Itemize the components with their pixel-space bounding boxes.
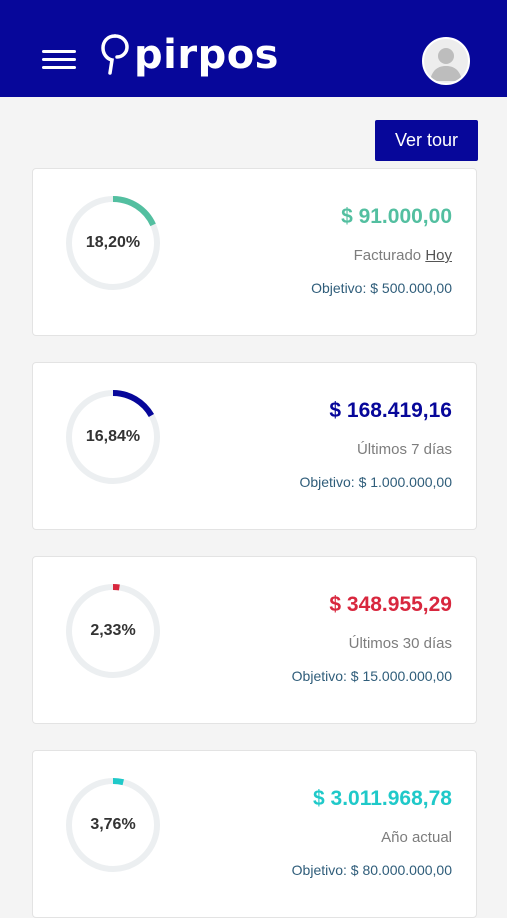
avatar-silhouette — [430, 48, 462, 81]
ver-tour-button[interactable]: Ver tour — [375, 120, 478, 161]
period-label: Año actual — [381, 829, 452, 846]
period-label: Últimos 30 días — [348, 635, 452, 652]
period-label: Últimos 7 días — [356, 441, 452, 458]
amount-value: $ 168.419,16 — [329, 399, 452, 422]
goal-label: Objetivo: $ 80.000.000,00 — [291, 862, 452, 878]
period-label: Facturado Hoy — [354, 247, 452, 264]
stat-card-today: 18,20% $ 91.000,00 Facturado Hoy Objetiv… — [32, 168, 477, 336]
amount-value: $ 3.011.968,78 — [313, 787, 452, 810]
period-link-hoy[interactable]: Hoy — [425, 247, 452, 264]
menu-line — [42, 66, 76, 69]
goal-label: Objetivo: $ 500.000,00 — [311, 280, 452, 296]
percent-label: 16,84% — [85, 428, 141, 445]
ring-progress-arc — [66, 584, 160, 678]
ring-progress-arc — [66, 778, 160, 872]
amount-value: $ 348.955,29 — [329, 593, 452, 616]
progress-ring — [66, 778, 160, 872]
stat-card-30-days: 2,33% $ 348.955,29 Últimos 30 días Objet… — [32, 556, 477, 724]
top-bar: pirpos — [0, 0, 507, 97]
amount-value: $ 91.000,00 — [341, 205, 452, 228]
menu-line — [42, 50, 76, 53]
hamburger-menu-icon[interactable] — [42, 47, 76, 71]
progress-ring — [66, 196, 160, 290]
ring-progress-arc — [66, 390, 160, 484]
brand-logo[interactable]: pirpos — [100, 30, 279, 80]
ring-progress-arc — [66, 196, 160, 290]
menu-line — [42, 58, 76, 61]
period-prefix: Facturado — [353, 247, 422, 264]
progress-ring — [66, 584, 160, 678]
pin-logo-icon — [101, 34, 129, 75]
percent-label: 18,20% — [85, 234, 141, 251]
progress-ring — [66, 390, 160, 484]
goal-label: Objetivo: $ 1.000.000,00 — [299, 474, 452, 490]
stat-card-7-days: 16,84% $ 168.419,16 Últimos 7 días Objet… — [32, 362, 477, 530]
percent-label: 3,76% — [90, 816, 136, 833]
stat-card-year: 3,76% $ 3.011.968,78 Año actual Objetivo… — [32, 750, 477, 918]
brand-name: pirpos — [134, 32, 279, 78]
user-avatar-icon[interactable] — [422, 37, 470, 85]
percent-label: 2,33% — [90, 622, 136, 639]
goal-label: Objetivo: $ 15.000.000,00 — [291, 668, 452, 684]
